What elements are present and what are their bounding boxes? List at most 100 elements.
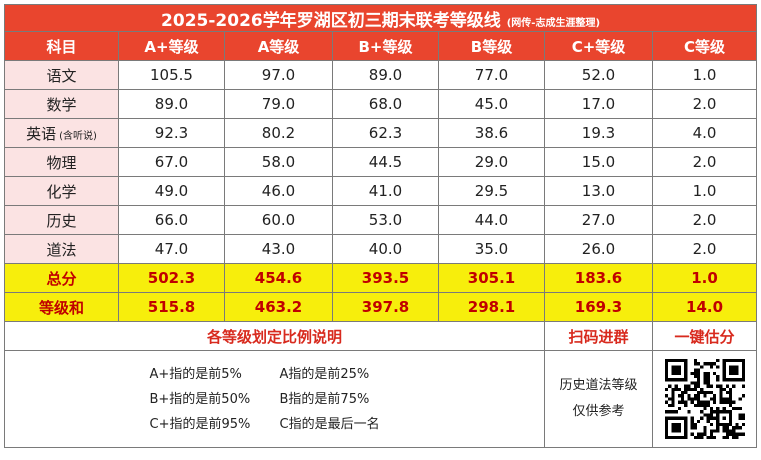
footer-body-row: A+指的是前5% A指的是前25% B+指的是前50% B指的是前75% C+指的是… [4, 350, 758, 448]
ratio-note: A指的是前25% [279, 366, 370, 382]
subject-cell: 历史 [4, 205, 119, 235]
header-a-plus: A+等级 [118, 31, 225, 61]
grade-cell: 17.0 [544, 89, 653, 119]
subject-cell: 英语 (含听说) [4, 118, 119, 148]
grade-sum-cell: 463.2 [224, 292, 333, 322]
grade-cell: 49.0 [118, 176, 225, 206]
table-row: 英语 (含听说) 92.3 80.2 62.3 38.6 19.3 4.0 [4, 118, 758, 148]
ratio-note-line: C+指的是前95% C指的是最后一名 [6, 412, 544, 437]
table-row: 化学 49.0 46.0 41.0 29.5 13.0 1.0 [4, 176, 758, 206]
sheet-title-note: (网传-志成生涯整理) [506, 17, 601, 29]
grade-cell: 92.3 [118, 118, 225, 148]
grade-cell: 45.0 [438, 89, 545, 119]
title-cell: 2025-2026学年罗湖区初三期末联考等级线 (网传-志成生涯整理) [3, 4, 758, 32]
header-subject: 科目 [4, 31, 119, 61]
ratio-note: A+指的是前5% [149, 366, 242, 382]
grade-table: 2025-2026学年罗湖区初三期末联考等级线 (网传-志成生涯整理) 科目 A+… [3, 4, 758, 448]
subject-label: 化学 [46, 182, 77, 201]
grade-cell: 2.0 [651, 89, 758, 119]
header-row: 科目 A+等级 A等级 B+等级 B等级 C+等级 C等级 [4, 31, 758, 61]
subject-label: 物理 [46, 153, 77, 172]
grade-cell: 47.0 [118, 234, 225, 264]
grade-cell: 58.0 [224, 147, 333, 177]
table-row: 数学 89.0 79.0 68.0 45.0 17.0 2.0 [4, 89, 758, 119]
grade-cell: 26.0 [544, 234, 653, 264]
grade-cell: 105.5 [118, 60, 225, 90]
grade-cell: 97.0 [224, 60, 333, 90]
sheet-title: 2025-2026学年罗湖区初三期末联考等级线 [161, 10, 501, 31]
grade-cell: 80.2 [224, 118, 333, 148]
history-note: 历史道法等级 仅供参考 [546, 373, 652, 425]
subject-cell: 化学 [4, 176, 119, 206]
grade-cell: 2.0 [651, 205, 758, 235]
scan-join-label: 扫码进群 [544, 321, 653, 351]
subject-label: 历史 [46, 211, 77, 230]
grade-cell: 2.0 [651, 234, 758, 264]
total-cell: 502.3 [118, 263, 225, 293]
total-cell: 454.6 [224, 263, 333, 293]
grade-cell: 46.0 [224, 176, 333, 206]
grade-cell: 89.0 [118, 89, 225, 119]
header-c: C等级 [651, 31, 758, 61]
total-cell: 1.0 [651, 263, 758, 293]
total-cell: 305.1 [438, 263, 545, 293]
estimate-label: 一键估分 [651, 321, 758, 351]
ratio-note-line: B+指的是前50% B指的是前75% [6, 387, 544, 412]
grade-sum-cell: 298.1 [438, 292, 545, 322]
qr-code-icon[interactable] [664, 359, 745, 439]
grade-cell: 35.0 [438, 234, 545, 264]
grade-cell: 68.0 [332, 89, 439, 119]
subject-cell: 物理 [4, 147, 119, 177]
grade-cell: 44.0 [438, 205, 545, 235]
history-note-line: 历史道法等级 [559, 378, 638, 393]
subject-cell: 语文 [4, 60, 119, 90]
grade-cell: 53.0 [332, 205, 439, 235]
subject-label: 数学 [46, 95, 77, 114]
total-label: 总分 [4, 263, 119, 293]
grade-cell: 4.0 [651, 118, 758, 148]
grade-cell: 60.0 [224, 205, 333, 235]
ratio-notes: A+指的是前5% A指的是前25% B+指的是前50% B指的是前75% C+指的是… [6, 362, 544, 437]
grade-cell: 15.0 [544, 147, 653, 177]
grade-sum-row: 等级和 515.8 463.2 397.8 298.1 169.3 14.0 [4, 292, 758, 322]
grade-cell: 62.3 [332, 118, 439, 148]
table-row: 物理 67.0 58.0 44.5 29.0 15.0 2.0 [4, 147, 758, 177]
grade-cell: 43.0 [224, 234, 333, 264]
total-row: 总分 502.3 454.6 393.5 305.1 183.6 1.0 [4, 263, 758, 293]
grade-cell: 27.0 [544, 205, 653, 235]
table-row: 道法 47.0 43.0 40.0 35.0 26.0 2.0 [4, 234, 758, 264]
grade-sum-cell: 397.8 [332, 292, 439, 322]
grade-cell: 77.0 [438, 60, 545, 90]
ratio-note: C指的是最后一名 [279, 416, 380, 432]
grade-cell: 29.5 [438, 176, 545, 206]
ratio-note: B指的是前75% [279, 391, 370, 407]
grade-cell: 52.0 [544, 60, 653, 90]
grade-cell: 13.0 [544, 176, 653, 206]
subject-label: 语文 [46, 66, 77, 85]
ratio-note-line: A+指的是前5% A指的是前25% [6, 362, 544, 387]
subject-note: (含听说) [59, 130, 97, 142]
total-cell: 393.5 [332, 263, 439, 293]
subject-cell: 数学 [4, 89, 119, 119]
ratio-notes-cell: A+指的是前5% A指的是前25% B+指的是前50% B指的是前75% C+指的是… [4, 350, 545, 448]
table-row: 语文 105.5 97.0 89.0 77.0 52.0 1.0 [4, 60, 758, 90]
grade-cell: 40.0 [332, 234, 439, 264]
grade-cell: 89.0 [332, 60, 439, 90]
grade-cell: 19.3 [544, 118, 653, 148]
grade-sum-label: 等级和 [4, 292, 119, 322]
grade-cell: 41.0 [332, 176, 439, 206]
qr-cell [651, 350, 758, 448]
header-a: A等级 [224, 31, 333, 61]
grade-cell: 44.5 [332, 147, 439, 177]
grade-sum-cell: 169.3 [544, 292, 653, 322]
history-note-cell: 历史道法等级 仅供参考 [544, 350, 653, 448]
total-cell: 183.6 [544, 263, 653, 293]
header-b: B等级 [438, 31, 545, 61]
subject-label: 道法 [46, 240, 77, 259]
grade-cell: 67.0 [118, 147, 225, 177]
ratio-note: C+指的是前95% [149, 416, 251, 432]
title-row: 2025-2026学年罗湖区初三期末联考等级线 (网传-志成生涯整理) [3, 4, 758, 32]
history-note-line: 仅供参考 [572, 404, 625, 419]
ratio-heading: 各等级划定比例说明 [4, 321, 545, 351]
